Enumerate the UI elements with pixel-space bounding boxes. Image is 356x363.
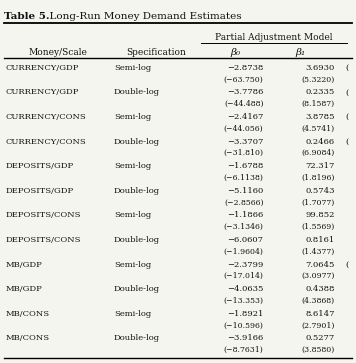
Text: Double-log: Double-log (114, 334, 160, 342)
Text: Semi-log: Semi-log (114, 261, 151, 269)
Text: (2.7901): (2.7901) (301, 321, 335, 329)
Text: β₀: β₀ (230, 48, 240, 57)
Text: (: ( (345, 64, 349, 72)
Text: 0.5743: 0.5743 (305, 187, 335, 195)
Text: (8.1587): (8.1587) (302, 100, 335, 108)
Text: −6.0607: −6.0607 (227, 236, 263, 244)
Text: (: ( (345, 138, 349, 146)
Text: (−10.596): (−10.596) (224, 321, 263, 329)
Text: Long-Run Money Demand Estimates: Long-Run Money Demand Estimates (43, 12, 242, 21)
Text: (6.9084): (6.9084) (302, 149, 335, 157)
Text: Double-log: Double-log (114, 138, 160, 146)
Text: −5.1160: −5.1160 (227, 187, 263, 195)
Text: −1.8921: −1.8921 (227, 310, 263, 318)
Text: (1.7077): (1.7077) (302, 199, 335, 207)
Text: Semi-log: Semi-log (114, 310, 151, 318)
Text: −1.6788: −1.6788 (227, 162, 263, 170)
Text: Partial Adjustment Model: Partial Adjustment Model (215, 33, 333, 42)
Text: 99.852: 99.852 (305, 211, 335, 220)
Text: (−1.9604): (−1.9604) (224, 248, 263, 256)
Text: (−17.014): (−17.014) (224, 272, 263, 280)
Text: (1.4377): (1.4377) (302, 248, 335, 256)
Text: (−2.8566): (−2.8566) (224, 199, 263, 207)
Text: CURRENCY/GDP: CURRENCY/GDP (5, 89, 79, 97)
Text: Money/Scale: Money/Scale (28, 48, 87, 57)
Text: (: ( (345, 89, 349, 97)
Text: DEPOSITS/CONS: DEPOSITS/CONS (5, 211, 81, 220)
Text: Double-log: Double-log (114, 89, 160, 97)
Text: 8.6147: 8.6147 (305, 310, 335, 318)
Text: −2.4167: −2.4167 (227, 113, 263, 121)
Text: Double-log: Double-log (114, 285, 160, 293)
Text: 0.4388: 0.4388 (305, 285, 335, 293)
Text: Semi-log: Semi-log (114, 211, 151, 220)
Text: (−8.7631): (−8.7631) (224, 346, 263, 354)
Text: 0.2335: 0.2335 (305, 89, 335, 97)
Text: (−13.353): (−13.353) (224, 297, 263, 305)
Text: DEPOSITS/GDP: DEPOSITS/GDP (5, 162, 73, 170)
Text: (−44.488): (−44.488) (224, 100, 263, 108)
Text: (4.3868): (4.3868) (302, 297, 335, 305)
Text: (−63.750): (−63.750) (224, 76, 263, 83)
Text: −2.3799: −2.3799 (227, 261, 263, 269)
Text: MB/GDP: MB/GDP (5, 261, 42, 269)
Text: Semi-log: Semi-log (114, 162, 151, 170)
Text: (−44.056): (−44.056) (224, 125, 263, 132)
Text: 7.0645: 7.0645 (305, 261, 335, 269)
Text: Semi-log: Semi-log (114, 64, 151, 72)
Text: Specification: Specification (127, 48, 187, 57)
Text: DEPOSITS/CONS: DEPOSITS/CONS (5, 236, 81, 244)
Text: (−6.1138): (−6.1138) (224, 174, 263, 182)
Text: 3.6930: 3.6930 (305, 64, 335, 72)
Text: 3.8785: 3.8785 (305, 113, 335, 121)
Text: (−3.1346): (−3.1346) (224, 223, 263, 231)
Text: CURRENCY/CONS: CURRENCY/CONS (5, 138, 86, 146)
Text: (1.8196): (1.8196) (301, 174, 335, 182)
Text: 72.317: 72.317 (305, 162, 335, 170)
Text: MB/GDP: MB/GDP (5, 285, 42, 293)
Text: MB/CONS: MB/CONS (5, 310, 49, 318)
Text: −3.3707: −3.3707 (227, 138, 263, 146)
Text: 0.8161: 0.8161 (305, 236, 335, 244)
Text: −4.0635: −4.0635 (227, 285, 263, 293)
Text: CURRENCY/CONS: CURRENCY/CONS (5, 113, 86, 121)
Text: Semi-log: Semi-log (114, 113, 151, 121)
Text: DEPOSITS/GDP: DEPOSITS/GDP (5, 187, 73, 195)
Text: (4.5741): (4.5741) (302, 125, 335, 132)
Text: −2.8738: −2.8738 (227, 64, 263, 72)
Text: Double-log: Double-log (114, 187, 160, 195)
Text: (3.0977): (3.0977) (301, 272, 335, 280)
Text: Double-log: Double-log (114, 236, 160, 244)
Text: 0.2466: 0.2466 (305, 138, 335, 146)
Text: β₁: β₁ (296, 48, 306, 57)
Text: −3.7786: −3.7786 (227, 89, 263, 97)
Text: MB/CONS: MB/CONS (5, 334, 49, 342)
Text: (5.3220): (5.3220) (302, 76, 335, 83)
Text: 0.5277: 0.5277 (305, 334, 335, 342)
Text: (3.8580): (3.8580) (302, 346, 335, 354)
Text: (−31.810): (−31.810) (224, 149, 263, 157)
Text: (1.5569): (1.5569) (302, 223, 335, 231)
Text: Table 5.: Table 5. (4, 12, 49, 21)
Text: −3.9166: −3.9166 (227, 334, 263, 342)
Text: −1.1866: −1.1866 (227, 211, 263, 220)
Text: (: ( (345, 113, 349, 121)
Text: CURRENCY/GDP: CURRENCY/GDP (5, 64, 79, 72)
Text: (: ( (345, 261, 349, 269)
